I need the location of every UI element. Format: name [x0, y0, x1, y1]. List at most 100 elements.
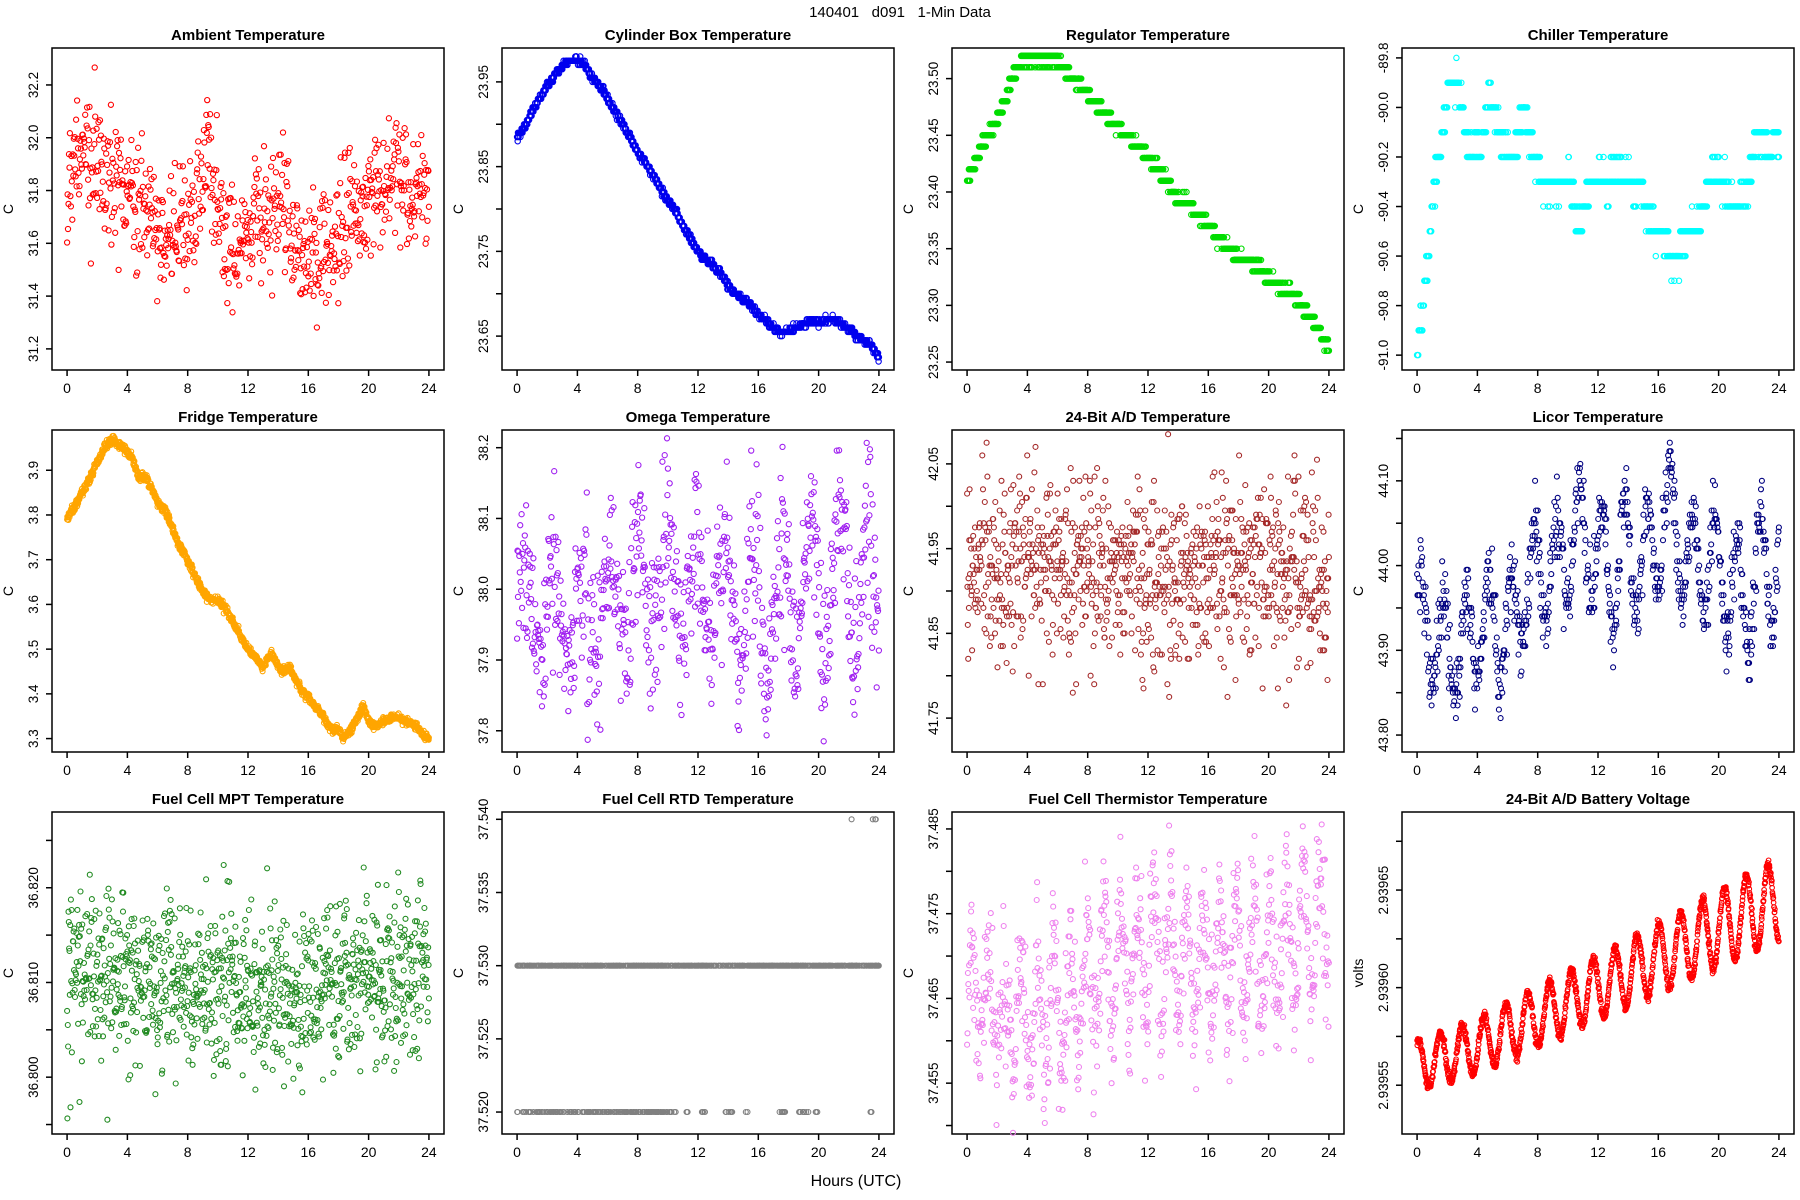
x-tick-label: 24 — [871, 380, 887, 396]
y-tick-label: 38.1 — [476, 505, 491, 531]
y-tick-label: 31.2 — [26, 336, 41, 362]
panel-fuel-cell-mpt: Fuel Cell MPT Temperature C 36.800 36.810 36… — [0, 788, 450, 1170]
plot-box — [501, 429, 895, 753]
y-axis: 23.25 23.30 23.35 23.40 23.45 23.50 — [926, 62, 952, 379]
panel-fuel-cell-rtd: Fuel Cell RTD Temperature C 37.520 37.525 37… — [450, 788, 900, 1170]
y-tick-label: 44.10 — [1376, 464, 1391, 498]
x-tick-label: 24 — [1771, 1144, 1787, 1160]
x-tick-label: 16 — [1201, 380, 1217, 396]
x-tick-label: 4 — [123, 1144, 131, 1160]
y-tick-label: 2.93965 — [1376, 866, 1391, 915]
x-tick-label: 8 — [184, 1144, 192, 1160]
y-tick-label: 23.35 — [926, 232, 941, 266]
plot-fuel-cell-thermistor: Fuel Cell Thermistor TemperatureC37.4553… — [900, 791, 1345, 1160]
x-tick-label: 0 — [963, 1144, 971, 1160]
y-axis-title: C — [1350, 586, 1366, 596]
data-points-fuel-cell-mpt — [64, 861, 432, 1123]
y-tick-label: 36.820 — [26, 867, 41, 908]
x-tick-label: 4 — [1473, 380, 1481, 396]
y-tick-label: -90.2 — [1376, 142, 1391, 173]
plot-title: 24-Bit A/D Temperature — [1065, 409, 1230, 426]
y-tick-label: 23.75 — [476, 235, 491, 269]
panel-regulator: Regulator Temperature C 23.25 23.30 23.35 23.… — [900, 24, 1350, 406]
figure-grid: Ambient Temperature C 31.2 31.4 31.6 31.8 32.0… — [0, 24, 1800, 1170]
y-axis-title: C — [450, 586, 466, 596]
panel-chiller: Chiller Temperature C -91.0 -90.8 -90.6 -90.4… — [1350, 24, 1800, 406]
x-tick-label: 24 — [871, 762, 887, 778]
panel-ad24-battery-voltage: 24-Bit A/D Battery Voltage volts 2.93955 2.… — [1350, 788, 1800, 1170]
plot-chiller: Chiller Temperature C -91.0 -90.8 -90.6 -90.4… — [1350, 27, 1795, 396]
x-tick-label: 12 — [1590, 1144, 1606, 1160]
y-tick-label: 37.8 — [476, 718, 491, 744]
x-tick-label: 0 — [63, 1144, 71, 1160]
y-axis: 36.800 36.810 36.820 — [26, 839, 52, 1126]
plot-title: Licor Temperature — [1533, 409, 1664, 426]
plot-box — [951, 47, 1345, 371]
y-axis: 43.80 43.90 44.00 44.10 — [1376, 437, 1402, 752]
data-points-ad24-temperature — [964, 431, 1332, 709]
y-axis-title: C — [0, 586, 16, 596]
y-tick-label: 3.3 — [26, 729, 41, 748]
x-tick-label: 8 — [1084, 380, 1092, 396]
y-tick-label: -90.6 — [1376, 241, 1391, 272]
x-tick-label: 20 — [1711, 380, 1727, 396]
plot-title: Ambient Temperature — [171, 27, 325, 44]
data-points-fuel-cell-rtd — [514, 816, 882, 1116]
x-tick-label: 16 — [301, 762, 317, 778]
y-axis: 37.455 37.465 37.475 37.485 — [926, 808, 952, 1127]
y-axis-title: C — [900, 204, 916, 214]
y-tick-label: 3.7 — [26, 550, 41, 569]
y-axis: 37.520 37.525 37.530 37.535 37.540 — [476, 799, 502, 1133]
y-tick-label: 37.535 — [476, 872, 491, 913]
panel-ambient: Ambient Temperature C 31.2 31.4 31.6 31.8 32.0… — [0, 24, 450, 406]
plot-fuel-cell-rtd: Fuel Cell RTD TemperatureC37.52037.52537… — [450, 791, 895, 1160]
panel-licor: Licor Temperature C 43.80 43.90 44.00 44.10 0 4… — [1350, 406, 1800, 788]
data-points-regulator — [963, 52, 1333, 354]
y-axis: 2.93955 2.93960 2.93965 — [1376, 840, 1402, 1110]
x-tick-label: 20 — [1261, 380, 1277, 396]
x-tick-label: 0 — [63, 762, 71, 778]
y-axis-title: C — [0, 204, 16, 214]
plot-box — [951, 429, 1345, 753]
y-tick-label: 23.25 — [926, 345, 941, 379]
panel-omega: Omega Temperature C 37.8 37.9 38.0 38.1 38.2 0 4… — [450, 406, 900, 788]
y-tick-label: 41.85 — [926, 617, 941, 651]
x-tick-label: 12 — [240, 380, 256, 396]
y-tick-label: 23.85 — [476, 150, 491, 184]
data-points-ambient — [63, 64, 433, 331]
plot-title: Fridge Temperature — [178, 409, 318, 426]
plot-title: Regulator Temperature — [1066, 27, 1230, 44]
x-tick-label: 12 — [1590, 380, 1606, 396]
plot-box — [1401, 429, 1795, 753]
y-tick-label: 37.485 — [926, 808, 941, 849]
x-tick-label: 20 — [811, 762, 827, 778]
x-tick-label: 24 — [421, 762, 437, 778]
x-axis: 0 4 8 12 16 20 24 — [963, 752, 1337, 778]
plot-ad24-temperature: 24-Bit A/D TemperatureC41.7541.8541.9542… — [900, 409, 1345, 778]
y-tick-label: 31.8 — [26, 177, 41, 203]
x-tick-label: 12 — [1140, 1144, 1156, 1160]
plot-fuel-cell-mpt: Fuel Cell MPT TemperatureC36.80036.81036… — [0, 791, 445, 1160]
y-tick-label: 31.4 — [26, 282, 41, 309]
y-tick-label: 3.5 — [26, 640, 41, 659]
y-axis: 23.65 23.75 23.85 23.95 — [476, 65, 502, 353]
x-tick-label: 12 — [690, 380, 706, 396]
x-tick-label: 0 — [63, 380, 71, 396]
y-tick-label: 44.00 — [1376, 549, 1391, 583]
plot-ambient: Ambient Temperature C 31.2 31.4 31.6 31.8 32.0… — [0, 27, 445, 396]
y-axis-title: C — [900, 968, 916, 978]
x-tick-label: 16 — [301, 1144, 317, 1160]
y-tick-label: 2.93955 — [1376, 1061, 1391, 1110]
plot-title: Fuel Cell MPT Temperature — [152, 791, 344, 808]
x-tick-label: 0 — [513, 762, 521, 778]
x-tick-label: 12 — [1140, 762, 1156, 778]
x-tick-label: 20 — [361, 1144, 377, 1160]
x-tick-label: 0 — [1413, 1144, 1421, 1160]
y-tick-label: 37.9 — [476, 647, 491, 673]
data-points-licor — [1414, 439, 1782, 722]
x-tick-label: 24 — [1321, 1144, 1337, 1160]
y-tick-label: 23.40 — [926, 175, 941, 209]
x-tick-label: 24 — [1771, 380, 1787, 396]
y-axis-title: C — [450, 968, 466, 978]
